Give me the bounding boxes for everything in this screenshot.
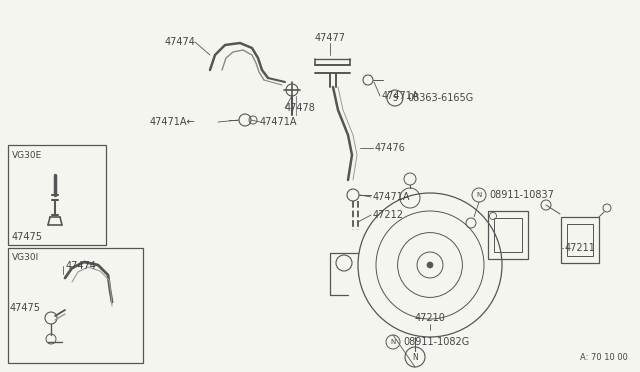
Text: 47474: 47474 [66,261,97,271]
Text: 47475: 47475 [12,232,43,242]
Text: S: S [392,93,397,103]
Text: VG30E: VG30E [12,151,42,160]
Text: 47471A: 47471A [373,192,410,202]
Text: 08911-1082G: 08911-1082G [403,337,469,347]
Bar [8,248,143,363]
Text: 08911-10837: 08911-10837 [489,190,554,200]
Text: A: 70 10 00: A: 70 10 00 [580,353,628,362]
Text: 47471A: 47471A [382,91,419,101]
Bar [488,211,528,259]
Text: N: N [390,339,396,345]
Text: 08363-6165G: 08363-6165G [407,93,473,103]
Circle shape [427,262,433,268]
Bar [494,218,522,252]
Text: 47478: 47478 [285,103,316,113]
Text: 47210: 47210 [415,313,445,323]
Bar [561,217,599,263]
Text: 47477: 47477 [314,33,346,43]
Text: VG30I: VG30I [12,253,39,263]
Text: 47471A←: 47471A← [149,117,195,127]
Text: 47471A: 47471A [260,117,298,127]
Text: N: N [412,353,418,362]
Text: N: N [476,192,482,198]
Text: 47475: 47475 [10,303,41,313]
Text: 47474: 47474 [164,37,195,47]
Text: 47476: 47476 [375,143,406,153]
Bar [567,224,593,256]
Bar [8,145,106,245]
Text: 47211: 47211 [565,243,596,253]
Text: 47212: 47212 [373,210,404,220]
